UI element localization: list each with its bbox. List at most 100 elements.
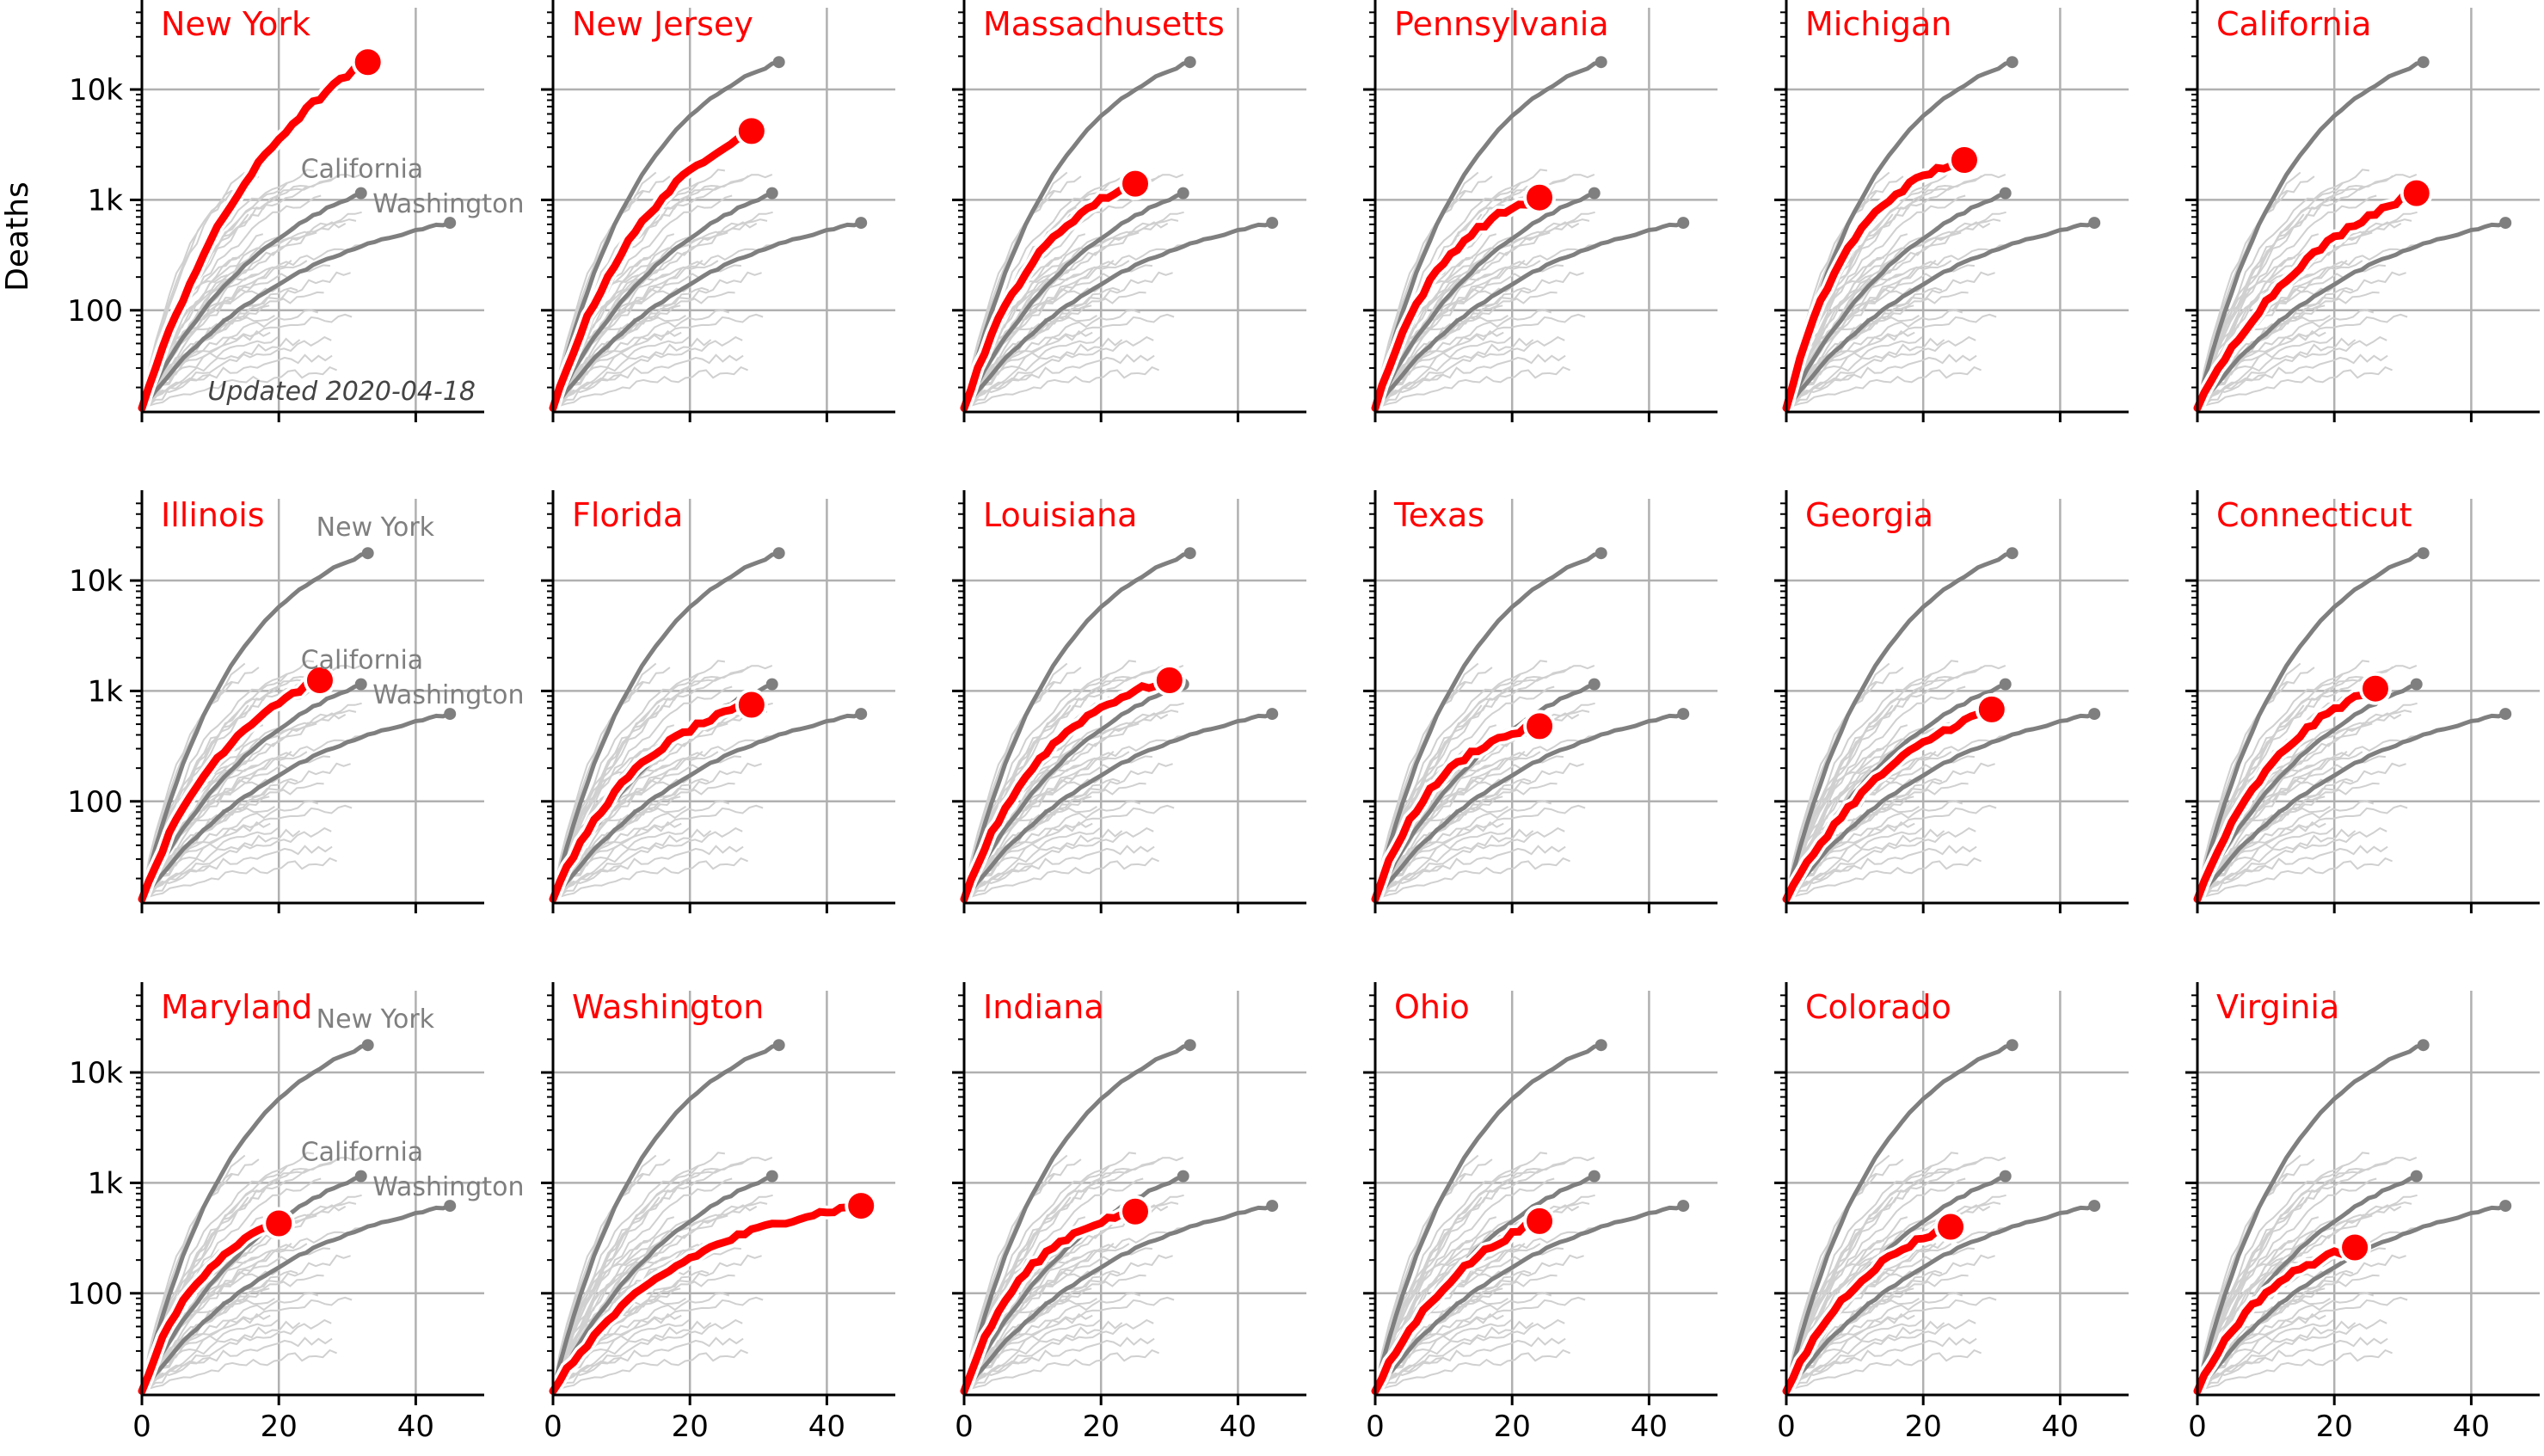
reference-end-dot	[361, 1039, 374, 1052]
background-state-line	[1785, 1348, 1982, 1392]
background-state-line	[2197, 336, 2334, 409]
reference-end-dot	[354, 678, 367, 691]
reference-end-dot	[1677, 217, 1690, 230]
highlight-line	[2193, 1244, 2359, 1395]
reference-line-new-york	[2195, 550, 2424, 900]
x-tick-label: 0	[1777, 1410, 1796, 1444]
background-state-line	[963, 1348, 1159, 1392]
reference-end-dot	[855, 708, 868, 721]
reference-end-dot	[2417, 547, 2430, 560]
highlight-end-dot	[1152, 663, 1186, 697]
reference-label: New York	[316, 1004, 435, 1035]
highlight-end-dot	[734, 688, 768, 722]
background-state-line	[552, 1348, 748, 1392]
background-state-line	[1785, 221, 1991, 409]
panel-connecticut: Connecticut	[2185, 490, 2540, 913]
reference-line-washington	[2196, 711, 2507, 901]
highlight-end-dot	[1119, 1195, 1152, 1228]
x-tick-label: 0	[544, 1410, 562, 1444]
background-state-line	[1374, 1319, 1512, 1392]
reference-line-new-york	[550, 1042, 780, 1392]
reference-end-dot	[2088, 708, 2101, 721]
background-state-line	[2197, 857, 2393, 900]
reference-end-dot	[1183, 1039, 1196, 1052]
highlight-end-dot	[1523, 710, 1557, 743]
panel-title: Michigan	[1805, 5, 1951, 43]
highlight-end-dot	[351, 46, 384, 79]
reference-line-california	[550, 1174, 773, 1392]
panel-title: Illinois	[161, 496, 265, 534]
background-state-line	[2197, 1167, 2363, 1391]
reference-end-dot	[1595, 56, 1607, 69]
panel-indiana: 0 20 40 Indiana	[952, 982, 1306, 1444]
panel-louisiana: Louisiana	[952, 490, 1306, 913]
highlight-end-dot	[734, 114, 768, 148]
highlight-end-dot	[303, 663, 336, 697]
panel-title: New Jersey	[572, 5, 753, 43]
background-state-line	[963, 1167, 1130, 1391]
reference-label: Washington	[372, 680, 524, 710]
background-state-line	[2197, 675, 2363, 900]
background-state-line	[2197, 1177, 2377, 1391]
background-state-line	[2197, 335, 2387, 409]
background-state-line	[1374, 660, 1548, 900]
background-state-line	[1374, 335, 1565, 409]
highlight-line	[2193, 189, 2421, 412]
background-state-line	[1374, 1167, 1541, 1391]
background-state-line	[141, 675, 308, 900]
background-state-line	[141, 335, 332, 409]
panel-title: Louisiana	[983, 496, 1137, 534]
panel-colorado: 0 20 40 Colorado	[1774, 982, 2129, 1444]
background-state-line	[1374, 1336, 1566, 1392]
panel-massachusetts: Massachusetts	[952, 0, 1306, 422]
highlight-end-dot	[845, 1189, 878, 1223]
background-state-line	[2197, 827, 2334, 900]
background-state-line	[552, 1167, 719, 1391]
reference-end-dot	[1266, 217, 1279, 230]
reference-line-new-york	[1373, 59, 1602, 409]
background-state-line	[2197, 184, 2363, 409]
reference-label: California	[301, 646, 423, 676]
background-state-line	[141, 1167, 308, 1391]
reference-end-dot	[765, 1170, 778, 1183]
reference-end-dot	[765, 678, 778, 691]
reference-end-dot	[1999, 678, 2012, 691]
highlight-end-dot	[1975, 692, 2008, 726]
reference-line-new-york	[1373, 1042, 1602, 1392]
background-state-line	[963, 336, 1101, 409]
x-tick-label: 0	[132, 1410, 151, 1444]
background-state-line	[1374, 1177, 1555, 1391]
highlight-end-dot	[2400, 176, 2433, 210]
reference-line-california	[139, 1174, 362, 1392]
panel-title: Washington	[572, 988, 764, 1026]
background-state-line	[1374, 221, 1580, 409]
x-tick-label: 40	[1631, 1410, 1668, 1444]
reference-end-dot	[2006, 547, 2019, 560]
x-tick-label: 0	[1366, 1410, 1385, 1444]
reference-line-washington	[140, 1203, 452, 1393]
reference-line-washington	[1373, 711, 1685, 901]
panel-georgia: Georgia	[1774, 490, 2129, 913]
highlight-line	[138, 676, 324, 903]
background-state-line	[552, 353, 744, 409]
highlight-line	[138, 1219, 283, 1395]
reference-line-washington	[1785, 711, 2096, 901]
reference-line-california	[550, 191, 773, 409]
background-state-line	[963, 827, 1101, 900]
panel-title: Indiana	[983, 988, 1104, 1026]
background-state-line	[1785, 353, 1977, 409]
reference-line-washington	[2196, 220, 2507, 410]
background-state-line	[1374, 826, 1565, 900]
y-tick-label: 100	[67, 1277, 123, 1312]
reference-end-dot	[444, 708, 457, 721]
reference-line-california	[139, 682, 362, 900]
background-state-line	[963, 675, 1130, 900]
highlight-end-dot	[1523, 1204, 1557, 1238]
background-state-line	[2197, 1318, 2387, 1392]
x-tick-label: 20	[1905, 1410, 1942, 1444]
background-state-line	[141, 826, 332, 900]
highlight-line	[1782, 156, 1969, 412]
highlight-line	[1371, 194, 1544, 412]
updated-note: Updated 2020-04-18	[207, 377, 476, 407]
